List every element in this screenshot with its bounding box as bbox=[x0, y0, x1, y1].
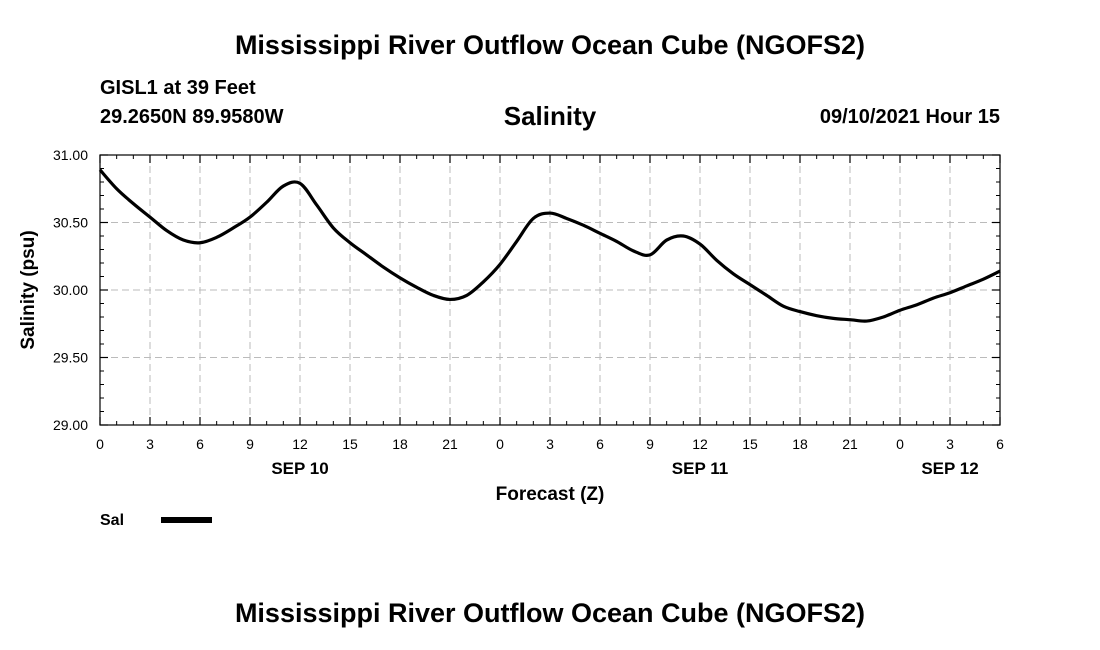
x-tick-label: 3 bbox=[946, 436, 954, 452]
y-tick-label: 30.50 bbox=[53, 215, 88, 231]
x-tick-label: 15 bbox=[342, 436, 358, 452]
date-label: SEP 10 bbox=[271, 459, 328, 478]
x-tick-label: 15 bbox=[742, 436, 758, 452]
x-tick-label: 6 bbox=[596, 436, 604, 452]
station-label: GISL1 at 39 Feet bbox=[100, 77, 256, 99]
x-tick-label: 18 bbox=[392, 436, 408, 452]
legend-label: Sal bbox=[100, 512, 124, 529]
y-tick-label: 30.00 bbox=[53, 282, 88, 298]
series-line-sal bbox=[98, 168, 1001, 323]
chart-title: Mississippi River Outflow Ocean Cube (NG… bbox=[234, 30, 866, 60]
forecast-timestamp: 09/10/2021 Hour 15 bbox=[819, 106, 1000, 128]
station-coordinates: 29.2650N 89.9580W bbox=[100, 106, 284, 128]
x-tick-label: 6 bbox=[196, 436, 204, 452]
x-tick-label: 21 bbox=[442, 436, 458, 452]
plot-title: Salinity bbox=[503, 101, 597, 131]
x-tick-label: 3 bbox=[146, 436, 154, 452]
x-tick-label: 21 bbox=[842, 436, 858, 452]
x-tick-label: 9 bbox=[246, 436, 254, 452]
x-tick-label: 12 bbox=[292, 436, 308, 452]
x-tick-label: 9 bbox=[646, 436, 654, 452]
y-tick-label: 31.00 bbox=[53, 147, 88, 163]
x-tick-label: 3 bbox=[546, 436, 554, 452]
x-axis-title: Forecast (Z) bbox=[496, 484, 605, 505]
x-tick-label: 0 bbox=[96, 436, 104, 452]
footer-title: Mississippi River Outflow Ocean Cube (NG… bbox=[234, 598, 866, 628]
date-label: SEP 12 bbox=[921, 459, 978, 478]
x-tick-label: 0 bbox=[896, 436, 904, 452]
y-tick-label: 29.50 bbox=[53, 350, 88, 366]
x-tick-label: 6 bbox=[996, 436, 1004, 452]
date-label: SEP 11 bbox=[672, 459, 728, 478]
y-tick-label: 29.00 bbox=[53, 417, 88, 433]
x-tick-label: 12 bbox=[692, 436, 708, 452]
x-tick-label: 18 bbox=[792, 436, 808, 452]
y-axis-title: Salinity (psu) bbox=[18, 230, 39, 349]
x-tick-label: 0 bbox=[496, 436, 504, 452]
